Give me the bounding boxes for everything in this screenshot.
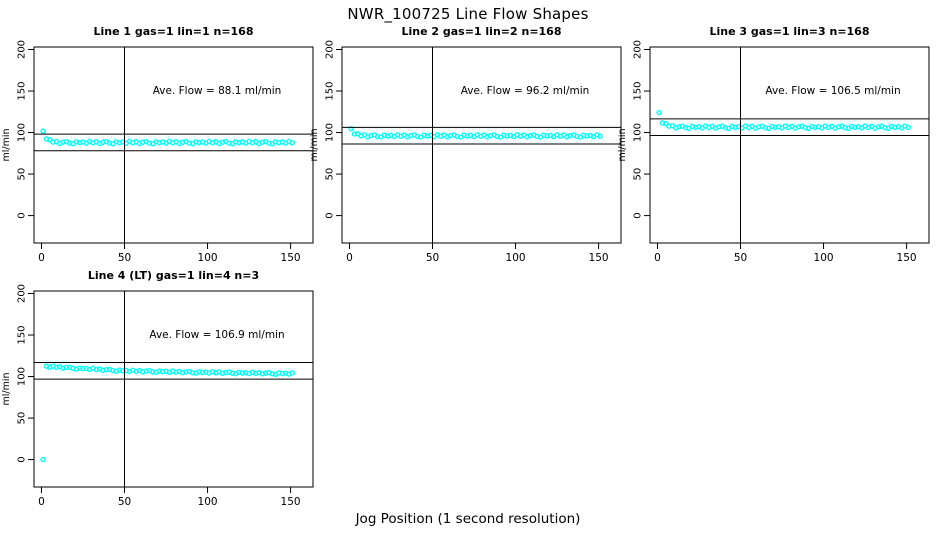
y-tick-label: 100	[325, 123, 336, 142]
y-tick-label: 0	[325, 212, 336, 218]
y-tick-label: 50	[17, 412, 28, 425]
flow-point	[663, 120, 669, 127]
x-tick-label: 50	[426, 252, 439, 264]
y-tick-label: 200	[16, 284, 27, 303]
x-tick-label: 100	[198, 252, 218, 264]
ave-flow-annotation: Ave. Flow = 88.1 ml/min	[153, 85, 282, 97]
y-tick-label: 0	[17, 456, 28, 462]
flow-point	[348, 126, 354, 132]
ave-flow-annotation: Ave. Flow = 96.2 ml/min	[461, 85, 590, 97]
y-tick-label: 50	[325, 168, 336, 181]
x-tick-label: 50	[118, 252, 131, 264]
subplot-title: Line 4 (LT) gas=1 lin=4 n=3	[88, 269, 259, 282]
figure-title: NWR_100725 Line Flow Shapes	[347, 5, 589, 23]
x-tick-label: 150	[281, 252, 301, 264]
plot-frame	[649, 46, 930, 244]
y-tick-label: 0	[633, 212, 644, 218]
x-tick-label: 0	[38, 496, 45, 508]
x-tick-label: 100	[506, 252, 526, 264]
y-tick-label: 150	[325, 81, 336, 100]
x-tick-label: 0	[38, 252, 45, 264]
plot-frame	[341, 46, 622, 244]
subplot-line-3: Line 3 gas=1 lin=3 n=168 0 50 100 150 200 ml/m…	[618, 25, 930, 264]
subplot-title: Line 2 gas=1 lin=2 n=168	[401, 25, 561, 38]
y-axis-title: ml/min	[310, 128, 320, 161]
y-axis-title: ml/min	[618, 128, 628, 161]
ave-flow-annotation: Ave. Flow = 106.9 ml/min	[149, 329, 284, 341]
flow-points	[40, 363, 295, 463]
plot-frame	[33, 46, 314, 244]
y-tick-label: 200	[633, 40, 644, 59]
y-tick-label: 200	[16, 40, 27, 59]
x-tick-label: 100	[814, 252, 834, 264]
flow-points	[656, 109, 911, 132]
flow-points	[40, 128, 295, 147]
y-tick-label: 100	[17, 367, 28, 386]
x-tick-label: 150	[281, 496, 301, 508]
flow-point	[905, 124, 911, 131]
y-tick-label: 0	[17, 212, 28, 218]
subplot-line-1: Line 1 gas=1 lin=1 n=168 0 50 100 150 200 ml/m…	[2, 25, 314, 264]
flow-point	[289, 140, 295, 146]
y-tick-label: 150	[17, 81, 28, 100]
x-tick-label: 50	[118, 496, 131, 508]
x-tick-label: 150	[589, 252, 609, 264]
flow-point	[289, 370, 295, 376]
x-axis-label: Jog Position (1 second resolution)	[355, 511, 581, 527]
flow-point	[47, 136, 53, 143]
flow-point	[597, 133, 603, 139]
x-tick-label: 0	[654, 252, 661, 264]
x-tick-label: 100	[198, 496, 218, 508]
subplot-title: Line 3 gas=1 lin=3 n=168	[709, 25, 869, 38]
subplot-line-2: Line 2 gas=1 lin=2 n=168 0 50 100 150 200 ml/m…	[310, 25, 622, 264]
flow-point	[40, 128, 46, 134]
ave-flow-annotation: Ave. Flow = 106.5 ml/min	[765, 85, 900, 97]
y-axis-title: ml/min	[2, 128, 12, 161]
flow-point	[656, 109, 662, 116]
plot-frame	[33, 290, 314, 488]
subplot-title: Line 1 gas=1 lin=1 n=168	[93, 25, 253, 38]
flow-point	[40, 456, 46, 463]
y-tick-label: 200	[325, 40, 336, 59]
y-tick-label: 100	[17, 123, 28, 142]
x-tick-label: 0	[346, 252, 353, 264]
flow-points	[348, 126, 603, 140]
y-tick-label: 150	[17, 325, 28, 344]
y-tick-label: 150	[633, 81, 644, 100]
x-tick-label: 50	[734, 252, 747, 264]
y-tick-label: 50	[17, 168, 28, 181]
subplot-line-4: Line 4 (LT) gas=1 lin=4 n=3 0 50 100 150 200 m…	[2, 269, 314, 508]
y-tick-label: 100	[633, 123, 644, 142]
y-axis-title: ml/min	[2, 372, 12, 405]
y-tick-label: 50	[633, 168, 644, 181]
x-tick-label: 150	[897, 252, 917, 264]
